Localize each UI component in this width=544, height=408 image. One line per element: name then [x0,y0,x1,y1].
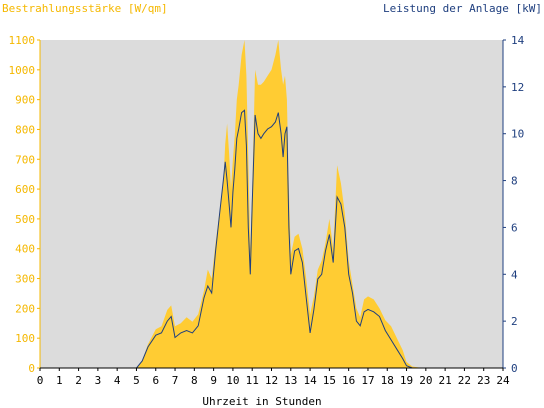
x-tick-label: 16 [342,374,355,387]
x-axis-ticks: 0 1 2 3 4 5 6 7 8 9 10 11 12 13 14 15 16 17 18 19 20 21 22 23 24 [37,368,510,387]
y-left-tick-label: 900 [15,94,35,107]
x-tick-label: 3 [95,374,102,387]
x-tick-label: 17 [361,374,374,387]
x-tick-label: 7 [172,374,179,387]
x-tick-label: 0 [37,374,44,387]
x-tick-label: 4 [114,374,121,387]
x-tick-label: 11 [246,374,259,387]
y-left-tick-label: 0 [28,362,35,375]
y-axis-right-ticks: 0 2 4 6 8 10 12 14 [503,34,525,375]
y-right-tick-label: 0 [511,362,518,375]
x-tick-label: 8 [191,374,198,387]
x-tick-label: 18 [381,374,394,387]
y-left-tick-label: 700 [15,153,35,166]
y-left-tick-label: 100 [15,332,35,345]
irradiance-area [40,40,503,368]
y-right-tick-label: 8 [511,175,518,188]
chart-title-right: Leistung der Anlage [kW] [383,2,542,15]
x-tick-label: 19 [400,374,413,387]
y-right-tick-label: 10 [511,128,524,141]
x-tick-label: 20 [419,374,432,387]
y-left-tick-label: 600 [15,183,35,196]
y-right-tick-label: 12 [511,81,524,94]
x-tick-label: 1 [56,374,63,387]
y-left-tick-label: 200 [15,302,35,315]
y-right-tick-label: 14 [511,34,525,47]
x-tick-label: 5 [133,374,140,387]
y-right-tick-label: 6 [511,221,518,234]
x-tick-label: 6 [152,374,159,387]
y-left-tick-label: 800 [15,123,35,136]
x-tick-label: 24 [496,374,510,387]
x-axis-label: Uhrzeit in Stunden [202,395,321,408]
x-tick-label: 23 [477,374,490,387]
x-tick-label: 21 [439,374,452,387]
y-left-tick-label: 1100 [9,34,36,47]
x-tick-label: 14 [303,374,317,387]
x-tick-label: 15 [323,374,336,387]
y-left-tick-label: 400 [15,243,35,256]
x-tick-label: 9 [210,374,217,387]
y-left-tick-label: 300 [15,273,35,286]
y-left-tick-label: 1000 [9,64,36,77]
x-tick-label: 10 [226,374,239,387]
y-right-tick-label: 4 [511,268,518,281]
y-left-tick-label: 500 [15,213,35,226]
x-tick-label: 2 [75,374,82,387]
chart-title-left: Bestrahlungsstärke [W/qm] [2,2,168,15]
x-tick-label: 22 [458,374,471,387]
power-line [40,109,503,369]
y-right-tick-label: 2 [511,315,518,328]
x-tick-label: 13 [284,374,297,387]
y-axis-left-ticks: 0 100 200 300 400 500 600 700 800 900 1000 1100 [9,34,40,375]
x-tick-label: 12 [265,374,278,387]
